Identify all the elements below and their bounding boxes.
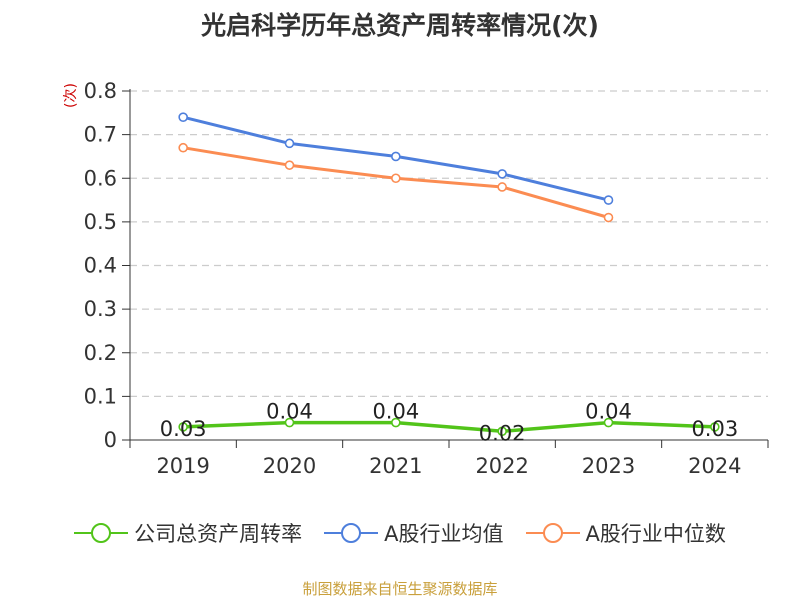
legend-label-industry-median: A股行业中位数 [585, 522, 726, 546]
y-tick-label: 0.6 [84, 166, 117, 190]
x-tick-label: 2020 [263, 454, 316, 478]
y-tick-label: 0.7 [84, 123, 117, 147]
legend-label-industry-mean: A股行业均值 [384, 522, 504, 546]
legend-swatch-company [74, 522, 129, 544]
data-point-0 [284, 417, 295, 428]
data-label: 0.03 [160, 417, 207, 441]
y-tick-label: 0.4 [84, 254, 117, 278]
data-label: 0.04 [585, 400, 632, 424]
data-source-note: 制图数据来自恒生聚源数据库 [302, 580, 498, 598]
data-point-0 [391, 417, 401, 428]
data-point-0 [497, 426, 507, 437]
chart-title: 光启科学历年总资产周转率情况(次) [201, 11, 599, 40]
data-label: 0.03 [691, 417, 738, 441]
legend-swatch-industry-median [525, 522, 580, 544]
x-tick-label: 2023 [582, 454, 635, 478]
chart-legend: 公司总资产周转率 A股行业均值 A股行业中位数 [0, 518, 800, 548]
data-point-1 [603, 195, 614, 205]
legend-item-company[interactable]: 公司总资产周转率 [74, 518, 302, 548]
x-tick-label: 2024 [688, 454, 741, 478]
x-tick-label: 2019 [156, 454, 209, 478]
legend-swatch-industry-mean [324, 522, 379, 544]
data-point-2 [391, 173, 401, 184]
x-tick-label: 2022 [475, 454, 528, 478]
legend-item-industry-median[interactable]: A股行业中位数 [525, 518, 726, 548]
data-point-2 [603, 212, 614, 223]
y-tick-label: 0 [104, 428, 117, 452]
data-point-0 [603, 417, 614, 428]
data-point-1 [391, 151, 401, 162]
data-point-0 [178, 422, 188, 432]
data-point-1 [178, 112, 188, 122]
y-tick-label: 0.1 [84, 384, 117, 408]
y-tick-label: 0.2 [84, 341, 117, 365]
data-point-1 [284, 138, 295, 149]
y-tick-label: 0.5 [84, 210, 117, 234]
data-label: 0.02 [479, 421, 526, 445]
data-point-1 [497, 169, 507, 179]
legend-label-company: 公司总资产周转率 [134, 522, 303, 546]
data-point-0 [710, 422, 720, 432]
data-point-2 [497, 182, 507, 192]
y-tick-label: 0.3 [84, 297, 117, 321]
y-axis-label: (次) [63, 83, 79, 108]
data-label: 0.04 [266, 400, 313, 424]
legend-item-industry-mean[interactable]: A股行业均值 [324, 518, 504, 548]
data-point-2 [178, 142, 188, 153]
y-tick-label: 0.8 [84, 79, 117, 103]
data-label: 0.04 [372, 400, 419, 424]
series-line-0 [183, 420, 715, 434]
x-tick-label: 2021 [369, 454, 422, 478]
data-point-2 [284, 160, 295, 170]
